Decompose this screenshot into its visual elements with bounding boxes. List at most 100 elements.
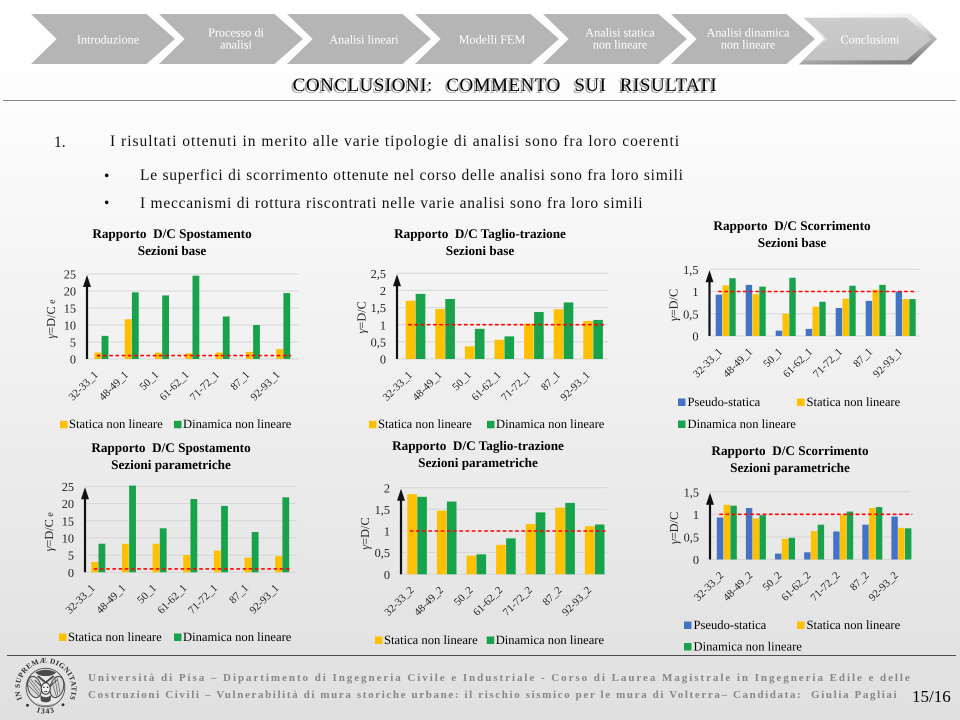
svg-text:5: 5 [68, 549, 74, 563]
svg-text:0: 0 [70, 353, 76, 367]
svg-text:48-49_1: 48-49_1 [97, 369, 131, 403]
svg-text:71-72_1: 71-72_1 [186, 582, 220, 616]
svg-text:32-33_2: 32-33_2 [692, 570, 726, 604]
svg-text:32-33_1: 32-33_1 [67, 369, 101, 403]
svg-text:32-33_2: 32-33_2 [382, 584, 416, 618]
svg-text:61-62_2: 61-62_2 [471, 584, 505, 618]
svg-text:92-93_2: 92-93_2 [867, 570, 901, 604]
svg-text:32-33_1: 32-33_1 [63, 582, 97, 616]
svg-text:0,5: 0,5 [683, 307, 698, 321]
svg-text:32-33_1: 32-33_1 [381, 369, 415, 403]
svg-text:γ=D/C: γ=D/C [667, 512, 681, 544]
svg-text:Sezioni parametriche: Sezioni parametriche [418, 455, 538, 470]
svg-text:92-93_1: 92-93_1 [247, 582, 281, 616]
svg-text:71-72_1: 71-72_1 [499, 369, 533, 403]
svg-text:20: 20 [62, 497, 74, 511]
svg-text:Rapporto D/C Taglio-trazione: Rapporto D/C Taglio-trazione [394, 226, 566, 241]
svg-text:Dinamica non lineare: Dinamica non lineare [688, 417, 797, 431]
svg-text:Analisi lineari: Analisi lineari [329, 33, 399, 47]
svg-text:61-62_1: 61-62_1 [157, 369, 191, 403]
svg-text:15: 15 [64, 302, 76, 316]
svg-text:Statica non lineare: Statica non lineare [378, 417, 472, 431]
svg-text:61-62_1: 61-62_1 [155, 582, 189, 616]
svg-text:71-72_1: 71-72_1 [811, 346, 845, 380]
svg-text:Statica non lineare: Statica non lineare [68, 630, 162, 644]
svg-text:0: 0 [68, 566, 74, 580]
svg-text:25: 25 [64, 268, 76, 282]
svg-text:non lineare: non lineare [721, 38, 775, 52]
svg-text:γ=D/C: γ=D/C [354, 301, 368, 333]
svg-text:20: 20 [64, 285, 76, 299]
svg-text:1,5: 1,5 [375, 503, 390, 517]
svg-text:92-93_1: 92-93_1 [248, 369, 282, 403]
svg-text:25: 25 [62, 480, 74, 494]
svg-text:92-93_1: 92-93_1 [871, 346, 905, 380]
svg-text:15: 15 [62, 514, 74, 528]
svg-text:Statica non lineare: Statica non lineare [384, 633, 478, 647]
svg-text:48-49_1: 48-49_1 [721, 346, 755, 380]
svg-text:Rapporto D/C Scorrimento: Rapporto D/C Scorrimento [711, 443, 869, 458]
svg-text:87_1: 87_1 [227, 582, 251, 606]
svg-text:Rapporto D/C Scorrimento: Rapporto D/C Scorrimento [713, 218, 871, 233]
svg-text:γ=D/C e: γ=D/C e [44, 299, 58, 339]
svg-text:0,5: 0,5 [684, 531, 699, 545]
svg-text:0: 0 [384, 568, 390, 582]
svg-text:71-72_2: 71-72_2 [501, 584, 535, 618]
svg-text:0: 0 [693, 553, 699, 567]
svg-text:1343: 1343 [35, 705, 56, 716]
svg-text:γ=D/C e: γ=D/C e [42, 512, 56, 552]
svg-text:87_2: 87_2 [541, 584, 565, 608]
svg-text:92-93_2: 92-93_2 [560, 584, 594, 618]
svg-text:61-62_2: 61-62_2 [779, 570, 813, 604]
svg-text:87_2: 87_2 [848, 570, 872, 594]
svg-text:Pseudo-statica: Pseudo-statica [694, 618, 767, 632]
svg-text:Modelli FEM: Modelli FEM [459, 33, 526, 47]
svg-text:48-49_2: 48-49_2 [412, 584, 446, 618]
svg-text:2: 2 [380, 284, 386, 298]
svg-text:γ=D/C: γ=D/C [358, 517, 372, 549]
svg-text:Dinamica non lineare: Dinamica non lineare [496, 417, 605, 431]
svg-text:Introduzione: Introduzione [77, 33, 139, 47]
svg-text:Sezioni base: Sezioni base [446, 243, 515, 258]
svg-text:Sezioni base: Sezioni base [138, 243, 207, 258]
svg-text:1: 1 [693, 508, 699, 522]
svg-text:non lineare: non lineare [593, 38, 647, 52]
svg-text:2: 2 [384, 481, 390, 495]
svg-text:50_1: 50_1 [450, 369, 474, 393]
svg-text:87_1: 87_1 [228, 369, 252, 393]
svg-text:Sezioni parametriche: Sezioni parametriche [111, 457, 231, 472]
svg-text:61-62_1: 61-62_1 [469, 369, 503, 403]
svg-text:5: 5 [70, 336, 76, 350]
svg-text:Statica non lineare: Statica non lineare [807, 618, 901, 632]
svg-text:10: 10 [64, 319, 76, 333]
svg-text:10: 10 [62, 532, 74, 546]
svg-text:Rapporto D/C Taglio-trazione: Rapporto D/C Taglio-trazione [392, 438, 564, 453]
svg-text:87_1: 87_1 [851, 346, 875, 370]
svg-text:Pseudo-statica: Pseudo-statica [688, 395, 761, 409]
svg-text:Sezioni parametriche: Sezioni parametriche [730, 460, 850, 475]
svg-text:1: 1 [384, 525, 390, 539]
svg-text:Dinamica non lineare: Dinamica non lineare [183, 630, 292, 644]
svg-text:1,5: 1,5 [683, 263, 698, 277]
svg-text:71-72_2: 71-72_2 [808, 570, 842, 604]
svg-text:32-33_1: 32-33_1 [691, 346, 725, 380]
svg-text:Dinamica non lineare: Dinamica non lineare [694, 639, 803, 653]
svg-text:0: 0 [380, 353, 386, 367]
svg-text:0: 0 [692, 330, 698, 344]
svg-text:1,5: 1,5 [684, 485, 699, 499]
svg-text:50_1: 50_1 [761, 346, 785, 370]
svg-text:2,5: 2,5 [371, 267, 386, 281]
svg-text:0,5: 0,5 [375, 546, 390, 560]
svg-text:48-49_2: 48-49_2 [721, 570, 755, 604]
svg-text:Processo di: Processo di [208, 25, 264, 39]
svg-text:0,5: 0,5 [371, 336, 386, 350]
svg-text:Statica non lineare: Statica non lineare [69, 417, 163, 431]
svg-text:1: 1 [692, 285, 698, 299]
svg-text:71-72_1: 71-72_1 [188, 369, 222, 403]
svg-text:48-49_1: 48-49_1 [94, 582, 128, 616]
svg-text:Rapporto D/C Spostamento: Rapporto D/C Spostamento [92, 226, 252, 241]
svg-text:Statica non lineare: Statica non lineare [807, 395, 901, 409]
svg-text:92-93_1: 92-93_1 [558, 369, 592, 403]
svg-text:Conclusioni: Conclusioni [841, 33, 901, 47]
svg-text:analisi: analisi [220, 38, 252, 52]
